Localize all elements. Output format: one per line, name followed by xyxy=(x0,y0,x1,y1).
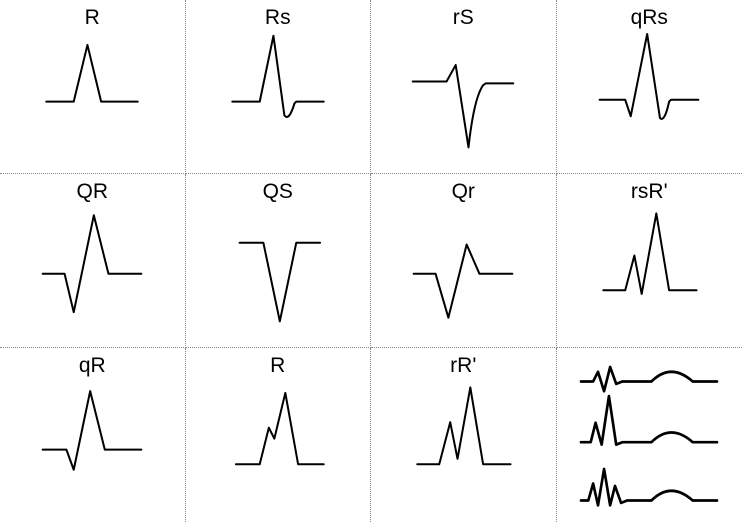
morphology-label: rS xyxy=(453,6,474,30)
morphology-cell xyxy=(557,348,742,522)
morphology-label: R xyxy=(270,354,285,378)
morphology-label: rsR' xyxy=(631,180,668,204)
morphology-label: QS xyxy=(263,180,293,204)
morphology-cell: Qr xyxy=(371,174,557,348)
morphology-cell: Rs xyxy=(186,0,372,174)
waveform xyxy=(37,28,147,161)
morphology-cell: qRs xyxy=(557,0,742,174)
waveform xyxy=(37,202,147,335)
morphology-label: rR' xyxy=(450,354,476,378)
morphology-cell: R xyxy=(0,0,186,174)
morphology-cell: qR xyxy=(0,348,186,522)
morphology-cell: QR xyxy=(0,174,186,348)
waveform xyxy=(574,348,724,523)
waveform xyxy=(223,28,333,161)
waveform xyxy=(594,28,704,161)
morphology-cell: rS xyxy=(371,0,557,174)
waveform xyxy=(594,202,704,335)
morphology-cell: rsR' xyxy=(557,174,742,348)
morphology-cell: QS xyxy=(186,174,372,348)
morphology-cell: rR' xyxy=(371,348,557,522)
morphology-label: R xyxy=(85,6,100,30)
morphology-cell: R xyxy=(186,348,372,522)
waveform xyxy=(408,376,518,509)
waveform xyxy=(37,376,147,509)
qrs-morphology-grid: R Rs rS qRs QR QS Qr rsR' qR RrR' xyxy=(0,0,742,522)
morphology-label: qR xyxy=(79,354,106,378)
morphology-label: Rs xyxy=(265,6,291,30)
waveform xyxy=(223,202,333,335)
waveform xyxy=(408,28,518,161)
waveform xyxy=(408,202,518,335)
morphology-label: qRs xyxy=(631,6,668,30)
waveform xyxy=(223,376,333,509)
morphology-label: Qr xyxy=(452,180,475,204)
morphology-label: QR xyxy=(77,180,109,204)
